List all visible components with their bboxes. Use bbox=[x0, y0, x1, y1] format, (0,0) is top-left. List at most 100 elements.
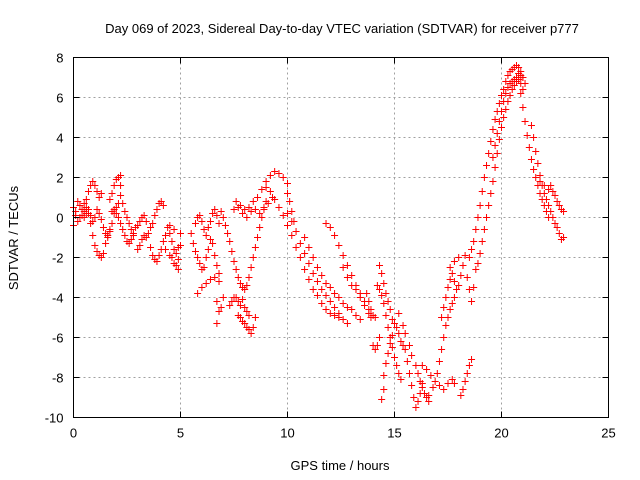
data-point bbox=[380, 372, 388, 379]
data-point bbox=[371, 346, 379, 353]
data-point bbox=[465, 362, 473, 369]
data-point bbox=[498, 108, 505, 115]
data-point bbox=[444, 284, 452, 291]
series-arc-16 bbox=[230, 194, 277, 221]
data-point bbox=[448, 270, 456, 277]
series-arc-14 bbox=[234, 312, 259, 337]
series-arc-36 bbox=[527, 122, 568, 243]
data-point bbox=[331, 290, 339, 297]
data-point bbox=[534, 160, 542, 167]
data-point bbox=[326, 298, 334, 305]
data-point bbox=[151, 212, 159, 219]
data-point bbox=[305, 276, 313, 283]
data-point bbox=[491, 142, 499, 149]
data-point bbox=[279, 174, 287, 181]
data-point bbox=[234, 274, 242, 281]
data-point bbox=[468, 356, 476, 363]
data-point bbox=[540, 182, 548, 189]
data-point bbox=[91, 242, 99, 249]
data-point bbox=[309, 254, 317, 261]
data-point bbox=[292, 244, 300, 251]
data-point bbox=[343, 262, 351, 269]
data-point bbox=[245, 312, 253, 319]
data-point bbox=[166, 230, 174, 237]
data-point bbox=[138, 236, 146, 243]
data-point bbox=[502, 78, 510, 85]
data-point bbox=[226, 238, 234, 245]
data-point bbox=[416, 378, 424, 385]
data-point bbox=[361, 302, 369, 309]
data-point bbox=[517, 90, 525, 97]
data-point bbox=[380, 300, 388, 307]
data-point bbox=[468, 298, 476, 305]
data-point bbox=[301, 234, 309, 241]
series-arc-3 bbox=[80, 200, 122, 241]
series-arc-12 bbox=[217, 198, 270, 293]
data-point bbox=[251, 206, 259, 213]
data-point bbox=[463, 370, 471, 377]
data-point bbox=[339, 300, 347, 307]
data-point bbox=[266, 172, 274, 179]
data-point bbox=[140, 212, 148, 219]
data-point bbox=[367, 306, 375, 313]
data-point bbox=[204, 246, 212, 253]
data-point bbox=[512, 74, 520, 81]
data-point bbox=[480, 174, 488, 181]
data-point bbox=[200, 226, 208, 233]
data-point bbox=[461, 378, 469, 385]
data-point bbox=[243, 282, 251, 289]
data-point bbox=[251, 314, 259, 321]
data-point bbox=[99, 224, 107, 231]
data-point bbox=[187, 230, 195, 237]
data-point bbox=[213, 262, 221, 269]
data-point bbox=[519, 104, 527, 111]
data-point bbox=[153, 206, 161, 213]
data-point bbox=[547, 208, 555, 215]
data-point bbox=[382, 312, 390, 319]
y-axis-label: SDTVAR / TECUs bbox=[6, 185, 21, 290]
y-tick-label: -10 bbox=[45, 411, 64, 426]
data-point bbox=[427, 372, 435, 379]
data-point bbox=[395, 310, 403, 317]
data-point bbox=[405, 342, 413, 349]
data-point bbox=[191, 248, 199, 255]
data-point bbox=[339, 316, 347, 323]
data-point bbox=[108, 190, 116, 197]
data-point bbox=[326, 310, 334, 317]
data-point bbox=[110, 206, 118, 213]
data-point bbox=[301, 266, 309, 273]
data-point bbox=[204, 224, 212, 231]
data-point bbox=[80, 214, 88, 221]
data-point bbox=[198, 218, 206, 225]
data-point bbox=[228, 248, 236, 255]
data-point bbox=[110, 182, 118, 189]
series-arc-19 bbox=[301, 234, 364, 323]
data-point bbox=[450, 258, 458, 265]
data-point bbox=[97, 216, 105, 223]
data-point bbox=[174, 266, 182, 273]
data-point bbox=[495, 118, 503, 125]
data-point bbox=[356, 316, 364, 323]
data-point bbox=[547, 182, 555, 189]
data-point bbox=[545, 202, 553, 209]
data-point bbox=[435, 382, 443, 389]
data-point bbox=[376, 262, 384, 269]
data-point bbox=[472, 266, 480, 273]
data-point bbox=[461, 252, 469, 259]
data-point bbox=[266, 188, 274, 195]
data-point bbox=[230, 206, 238, 213]
data-point bbox=[380, 386, 388, 393]
data-point bbox=[318, 286, 326, 293]
data-point bbox=[243, 308, 251, 315]
data-point bbox=[444, 314, 452, 321]
data-point bbox=[106, 196, 114, 203]
data-point bbox=[553, 198, 561, 205]
data-point bbox=[450, 294, 458, 301]
data-point bbox=[80, 200, 88, 207]
data-point bbox=[331, 304, 339, 311]
series-arc-25 bbox=[378, 332, 396, 403]
data-point bbox=[318, 272, 326, 279]
data-point bbox=[241, 304, 249, 311]
data-point bbox=[331, 232, 339, 239]
